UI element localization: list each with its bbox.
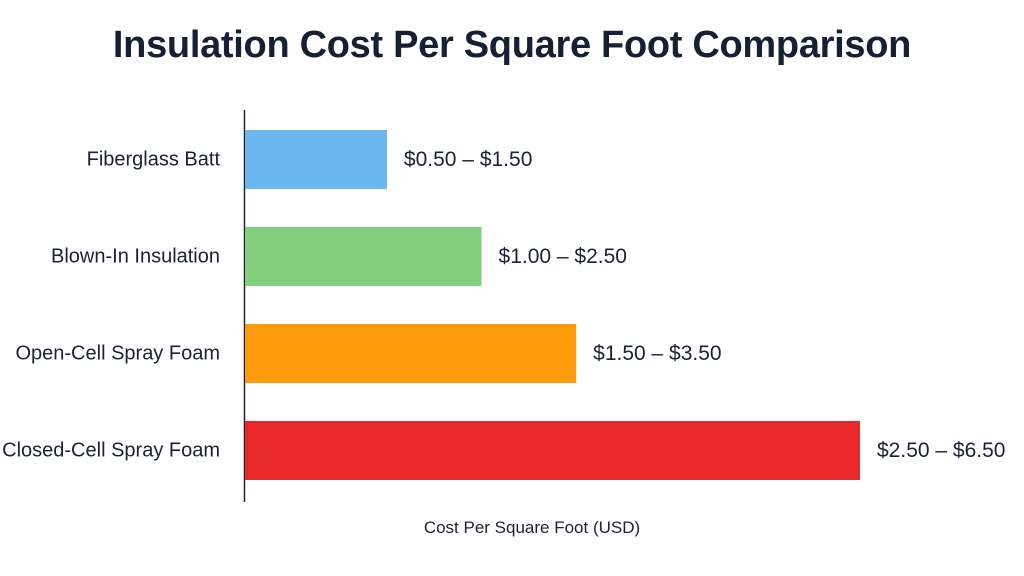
bars-layer: Fiberglass Batt $0.50 – $1.50 Blown-In Ins… xyxy=(2,130,1005,480)
bar-fiberglass-batt xyxy=(245,130,387,189)
value-label-fiberglass-batt: $0.50 – $1.50 xyxy=(404,148,532,171)
bar-blown-in-insulation xyxy=(245,227,482,286)
bar-closed-cell-spray-foam xyxy=(245,421,860,480)
chart-title: Insulation Cost Per Square Foot Comparis… xyxy=(112,24,912,66)
value-label-blown-in-insulation: $1.00 – $2.50 xyxy=(499,245,627,268)
x-axis-label: Cost Per Square Foot (USD) xyxy=(424,518,640,537)
bar-open-cell-spray-foam xyxy=(245,324,577,383)
category-label-fiberglass-batt: Fiberglass Batt xyxy=(87,149,221,171)
category-label-open-cell-spray-foam: Open-Cell Spray Foam xyxy=(15,343,220,365)
value-label-closed-cell-spray-foam: $2.50 – $6.50 xyxy=(877,439,1005,462)
category-label-closed-cell-spray-foam: Closed-Cell Spray Foam xyxy=(2,440,220,462)
value-label-open-cell-spray-foam: $1.50 – $3.50 xyxy=(593,342,721,365)
category-label-blown-in-insulation: Blown-In Insulation xyxy=(51,246,220,268)
